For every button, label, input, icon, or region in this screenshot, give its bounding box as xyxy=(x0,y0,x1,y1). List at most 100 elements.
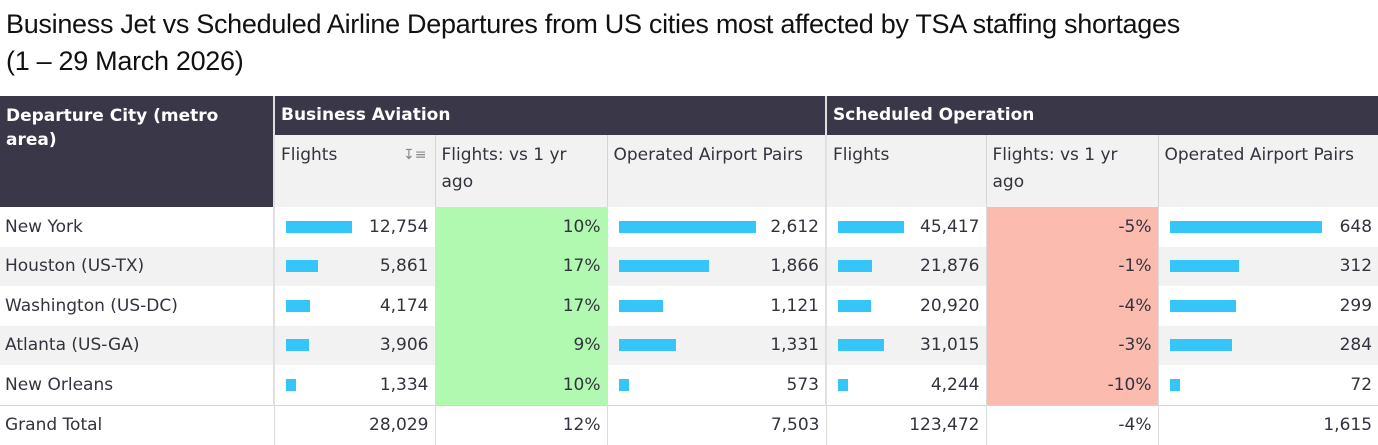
data-bar xyxy=(1169,339,1232,352)
header-sch-yoy[interactable]: Flights: vs 1 yr ago xyxy=(985,135,1158,207)
cell-biz-pairs: 2,612 xyxy=(606,207,826,247)
data-bar xyxy=(1169,299,1236,312)
bar-cell: 1,121 xyxy=(614,296,819,316)
cell-biz-flights: 12,754 xyxy=(273,207,435,247)
cell-city[interactable]: Washington (US-DC) xyxy=(0,286,274,326)
bar-cell: 21,876 xyxy=(833,256,980,276)
data-bar xyxy=(286,299,310,312)
value-label: 31,015 xyxy=(920,335,980,356)
value-label: 2,612 xyxy=(770,216,819,237)
cell-biz-flights: 3,906 xyxy=(273,325,435,365)
header-biz-flights[interactable]: Flights ↧≡ xyxy=(273,135,435,207)
cell-biz-pairs: 1,121 xyxy=(606,286,826,326)
value-label: 573 xyxy=(786,374,819,395)
data-bar xyxy=(286,378,296,391)
cell-sch-pairs: 312 xyxy=(1157,246,1378,286)
header-sch-flights[interactable]: Flights xyxy=(825,135,986,207)
total-sch-pairs: 1,615 xyxy=(1157,404,1378,445)
value-label: 648 xyxy=(1339,216,1373,237)
value-label: 1,866 xyxy=(770,256,819,277)
bar-cell: 3,906 xyxy=(281,335,429,355)
value-label: 284 xyxy=(1339,335,1373,356)
value-label: 21,876 xyxy=(920,256,980,277)
bar-cell: 1,334 xyxy=(281,375,429,395)
header-biz-flights-label: Flights xyxy=(281,145,338,165)
data-bar xyxy=(1169,378,1180,391)
total-biz-pairs: 7,503 xyxy=(606,404,826,445)
cell-city[interactable]: New Orleans xyxy=(0,365,274,405)
cell-sch-yoy: -1% xyxy=(985,246,1158,286)
data-bar xyxy=(1169,220,1322,233)
data-bar xyxy=(618,220,756,233)
value-label: 1,331 xyxy=(770,335,819,356)
cell-biz-flights: 1,334 xyxy=(273,365,435,405)
cell-biz-pairs: 1,866 xyxy=(606,246,826,286)
total-sch-flights: 123,472 xyxy=(825,404,986,445)
data-bar xyxy=(838,378,848,391)
data-bar xyxy=(618,378,629,391)
value-label: 72 xyxy=(1350,374,1373,395)
bar-cell: 31,015 xyxy=(833,335,980,355)
data-bar xyxy=(1169,260,1239,273)
bar-cell: 299 xyxy=(1165,295,1373,316)
cell-sch-flights: 31,015 xyxy=(825,325,986,365)
cell-sch-pairs: 648 xyxy=(1157,207,1378,247)
data-bar xyxy=(838,220,904,233)
table-row[interactable]: Washington (US-DC) 4,174 17% 1,121 20,920 -4%… xyxy=(0,286,1378,326)
bar-cell: 573 xyxy=(614,374,819,395)
sort-descending-icon[interactable]: ↧≡ xyxy=(403,147,427,163)
data-bar xyxy=(286,260,319,273)
bar-cell: 1,331 xyxy=(614,335,819,356)
cell-biz-yoy: 17% xyxy=(434,246,607,286)
data-bar xyxy=(286,339,309,352)
table-row[interactable]: New York 12,754 10% 2,612 45,417 -5% 648 xyxy=(0,207,1378,247)
header-biz-pairs[interactable]: Operated Airport Pairs xyxy=(606,135,826,207)
header-group-scheduled-operation: Scheduled Operation xyxy=(824,96,1378,135)
header-biz-yoy[interactable]: Flights: vs 1 yr ago xyxy=(434,135,607,207)
cell-city[interactable]: New York xyxy=(0,207,274,247)
bar-cell: 12,754 xyxy=(281,217,429,237)
cell-sch-flights: 20,920 xyxy=(825,286,986,326)
cell-biz-flights: 5,861 xyxy=(273,246,435,286)
cell-sch-yoy: -10% xyxy=(985,365,1158,405)
value-label: 5,861 xyxy=(379,256,429,277)
cell-biz-pairs: 573 xyxy=(606,365,826,405)
grand-total-row: Grand Total 28,029 12% 7,503 123,472 -4% 1,615 xyxy=(0,404,1378,445)
data-bar xyxy=(838,339,885,352)
table-row[interactable]: Houston (US-TX) 5,861 17% 1,866 21,876 -1% 312 xyxy=(0,246,1378,286)
cell-biz-yoy: 17% xyxy=(434,286,607,326)
data-bar xyxy=(838,260,872,273)
value-label: 299 xyxy=(1339,295,1373,316)
value-label: 12,754 xyxy=(369,216,429,237)
header-sch-pairs[interactable]: Operated Airport Pairs xyxy=(1157,135,1378,207)
bar-cell: 312 xyxy=(1165,256,1373,277)
cell-city[interactable]: Atlanta (US-GA) xyxy=(0,325,274,365)
data-bar xyxy=(838,299,871,312)
cell-sch-yoy: -3% xyxy=(985,325,1158,365)
cell-sch-flights: 4,244 xyxy=(825,365,986,405)
cell-biz-flights: 4,174 xyxy=(273,286,435,326)
cell-city[interactable]: Houston (US-TX) xyxy=(0,246,274,286)
value-label: 4,244 xyxy=(930,374,980,395)
table-row[interactable]: New Orleans 1,334 10% 573 4,244 -10% 72 xyxy=(0,365,1378,405)
cell-sch-pairs: 284 xyxy=(1157,325,1378,365)
cell-sch-flights: 21,876 xyxy=(825,246,986,286)
departures-table: Departure City (metro area) Business Avi… xyxy=(0,96,1378,445)
data-bar xyxy=(618,260,709,273)
data-bar xyxy=(618,339,676,352)
cell-biz-yoy: 10% xyxy=(434,207,607,247)
cell-sch-flights: 45,417 xyxy=(825,207,986,247)
data-bar xyxy=(286,220,352,233)
header-departure-city[interactable]: Departure City (metro area) xyxy=(0,96,274,207)
value-label: 3,906 xyxy=(379,335,429,356)
cell-biz-yoy: 9% xyxy=(434,325,607,365)
bar-cell: 5,861 xyxy=(281,256,429,276)
total-sch-yoy: -4% xyxy=(985,404,1158,445)
cell-biz-pairs: 1,331 xyxy=(606,325,826,365)
bar-cell: 2,612 xyxy=(614,216,819,237)
value-label: 312 xyxy=(1339,256,1373,277)
value-label: 1,334 xyxy=(379,374,429,395)
table-row[interactable]: Atlanta (US-GA) 3,906 9% 1,331 31,015 -3% 284 xyxy=(0,325,1378,365)
bar-cell: 4,174 xyxy=(281,296,429,316)
header-group-business-aviation: Business Aviation xyxy=(273,96,826,135)
